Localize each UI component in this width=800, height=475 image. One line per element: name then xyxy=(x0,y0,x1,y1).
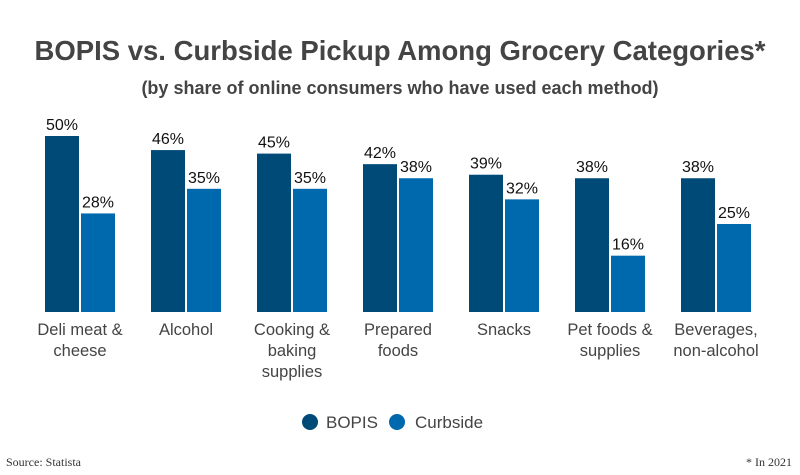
data-label-curbside: 32% xyxy=(506,180,538,197)
legend: BOPIS Curbside xyxy=(302,413,483,432)
bar-bopis xyxy=(363,164,397,312)
data-label-bopis: 50% xyxy=(46,117,78,134)
data-label-bopis: 38% xyxy=(682,159,714,176)
bar-curbside xyxy=(187,188,221,312)
footnote: * In 2021 xyxy=(746,455,792,469)
category-label: baking xyxy=(268,342,317,360)
legend-swatch-bopis xyxy=(302,414,318,430)
data-label-bopis: 42% xyxy=(364,145,396,162)
bar-curbside xyxy=(399,178,433,312)
data-label-curbside: 35% xyxy=(294,170,326,187)
category-label: cheese xyxy=(53,342,106,360)
category-label: Cooking & xyxy=(254,321,330,339)
category-label: Beverages, xyxy=(674,321,757,339)
chart-subtitle: (by share of online consumers who have u… xyxy=(141,78,658,98)
data-label-curbside: 35% xyxy=(188,170,220,187)
data-label-bopis: 45% xyxy=(258,135,290,152)
category-label: Snacks xyxy=(477,321,531,339)
category-label: supplies xyxy=(580,342,641,360)
category-label: Deli meat & xyxy=(37,321,122,339)
legend-label-curbside: Curbside xyxy=(415,413,483,432)
category-label: foods xyxy=(378,342,418,360)
data-label-bopis: 38% xyxy=(576,159,608,176)
bar-bopis xyxy=(257,153,291,312)
bar-bopis xyxy=(45,136,79,312)
source-note: Source: Statista xyxy=(6,455,82,469)
bar-bopis xyxy=(575,178,609,312)
bar-bopis xyxy=(151,150,185,312)
category-label: supplies xyxy=(262,363,323,381)
bar-curbside xyxy=(505,199,539,312)
category-label: non-alcohol xyxy=(673,342,758,360)
category-label: Pet foods & xyxy=(567,321,652,339)
chart-title: BOPIS vs. Curbside Pickup Among Grocery … xyxy=(35,35,766,66)
bar-bopis xyxy=(469,174,503,312)
bar-curbside xyxy=(293,188,327,312)
category-label: Prepared xyxy=(364,321,432,339)
data-label-curbside: 25% xyxy=(718,205,750,222)
category-label: Alcohol xyxy=(159,321,213,339)
data-label-curbside: 28% xyxy=(82,194,114,211)
legend-label-bopis: BOPIS xyxy=(326,413,378,432)
bar-curbside xyxy=(81,213,115,312)
data-label-bopis: 39% xyxy=(470,156,502,173)
data-label-bopis: 46% xyxy=(152,131,184,148)
bar-bopis xyxy=(681,178,715,312)
data-label-curbside: 16% xyxy=(612,237,644,254)
data-label-curbside: 38% xyxy=(400,159,432,176)
legend-swatch-curbside xyxy=(389,414,405,430)
bar-curbside xyxy=(717,224,751,312)
bar-curbside xyxy=(611,255,645,312)
